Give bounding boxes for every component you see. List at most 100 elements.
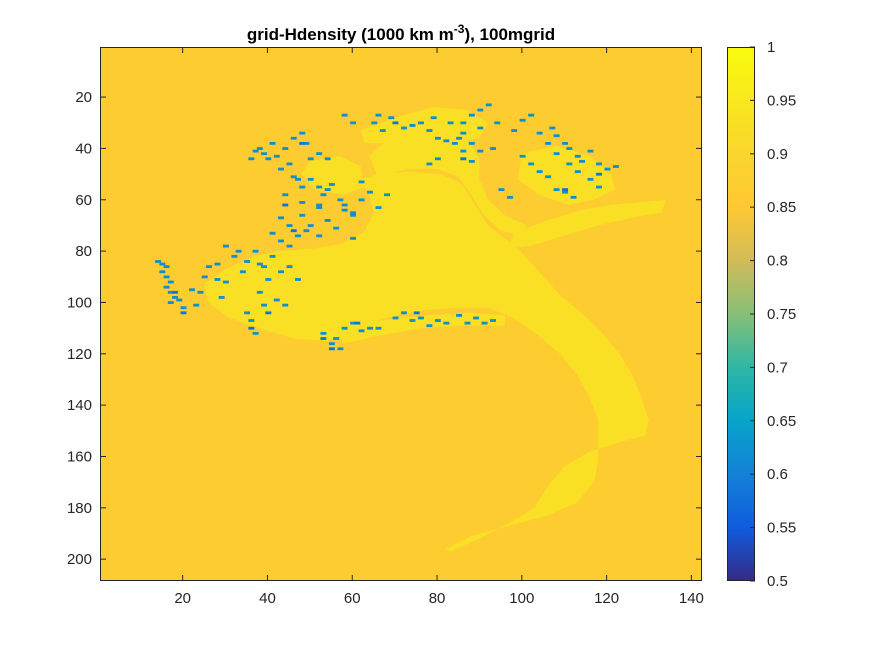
heatmap-cell <box>316 185 323 189</box>
colorbar-tick-label: 0.55 <box>767 520 796 537</box>
heatmap-cell <box>193 303 200 307</box>
heatmap-cell <box>328 183 335 186</box>
heatmap-cell <box>256 262 263 266</box>
colorbar: 0.5 0.55 0.6 0.65 0.7 0.75 0.8 0.85 0.9 0.95 1 <box>727 39 796 590</box>
heatmap-cell <box>485 103 492 107</box>
x-tick-label: 100 <box>509 590 534 607</box>
heatmap-cell <box>341 208 348 212</box>
heatmap-cell <box>562 190 569 194</box>
heatmap-cell <box>519 154 526 158</box>
heatmap-cell <box>604 167 611 171</box>
heatmap-cell <box>350 211 357 215</box>
heatmap-cell <box>545 141 552 145</box>
heatmap-cell <box>350 321 357 325</box>
heatmap-cell <box>286 162 293 166</box>
heatmap-cell <box>388 116 395 120</box>
heatmap-cell <box>299 201 306 204</box>
heatmap-cell <box>401 126 407 130</box>
chart-title-superscript: -3 <box>454 22 465 36</box>
heatmap-cell <box>222 280 229 284</box>
heatmap-cell <box>498 188 505 192</box>
heatmap-cell <box>273 298 280 302</box>
heatmap-cell <box>511 129 518 132</box>
x-tick-label: 120 <box>594 590 619 607</box>
heatmap-cell <box>218 296 225 299</box>
heatmap-cell <box>172 290 179 294</box>
heatmap-cell <box>337 198 344 202</box>
heatmap-cell <box>303 141 310 145</box>
heatmap-cell <box>244 311 251 315</box>
heatmap-cell <box>163 285 170 289</box>
colorbar-tick-label: 0.65 <box>767 413 796 430</box>
heatmap-cell <box>367 326 374 330</box>
heatmap-region-north-cap <box>360 107 488 144</box>
heatmap-cell <box>566 162 573 166</box>
heatmap-cell <box>371 121 378 125</box>
heatmap-cell <box>528 162 535 166</box>
heatmap-cell <box>468 113 475 117</box>
heatmap-cell <box>324 219 331 222</box>
heatmap-cell <box>295 278 301 281</box>
heatmap-cell <box>316 234 323 238</box>
heatmap-cell <box>172 296 179 299</box>
heatmap-cell <box>324 188 331 192</box>
heatmap-cell <box>278 270 284 274</box>
heatmap-cell <box>553 188 560 192</box>
heatmap-cell <box>384 193 390 197</box>
heatmap-cell <box>290 175 297 179</box>
heatmap-cell <box>163 265 170 269</box>
heatmap-cell <box>320 337 327 340</box>
heatmap-cell <box>477 149 484 153</box>
heatmap-cell <box>307 224 314 227</box>
heatmap-cell <box>282 203 289 207</box>
colorbar-tick-label: 0.6 <box>767 466 788 483</box>
heatmap-cell <box>401 311 407 315</box>
heatmap-cell <box>528 113 535 117</box>
heatmap-cell <box>490 319 496 322</box>
heatmap-cell <box>176 298 183 302</box>
heatmap-cell <box>481 321 488 325</box>
heatmap-cell <box>468 159 475 163</box>
heatmap-cell <box>201 275 208 279</box>
heatmap-cell <box>286 265 293 269</box>
heatmap-cell <box>167 280 174 284</box>
heatmap-cell <box>299 213 306 217</box>
heatmap-cell <box>596 185 602 189</box>
heatmap-cell <box>155 260 162 263</box>
y-tick-label: 100 <box>67 294 92 311</box>
heatmap-cell <box>587 149 594 153</box>
heatmap-cell <box>222 244 229 248</box>
heatmap-cell <box>574 154 581 158</box>
heatmap-cell <box>337 347 344 351</box>
x-tick-label: 80 <box>429 590 446 607</box>
x-tick-label: 60 <box>344 590 361 607</box>
colorbar-tick-label: 0.85 <box>767 199 796 216</box>
heatmap-cell <box>256 290 263 294</box>
heatmap-cell <box>159 270 166 274</box>
heatmap-low-value-pixels <box>155 103 619 351</box>
heatmap-cell <box>252 249 259 253</box>
heatmap-cell <box>587 177 594 181</box>
heatmap-cell <box>358 329 365 333</box>
heatmap-cell <box>299 185 306 189</box>
heatmap-cell <box>256 147 263 150</box>
colorbar-tick-label: 0.95 <box>767 92 796 109</box>
heatmap-region-south-tongue <box>335 312 505 344</box>
heatmap-cell <box>443 139 450 143</box>
heatmap-cell <box>299 141 306 145</box>
heatmap-cell <box>460 157 467 161</box>
heatmap-cell <box>426 324 433 328</box>
heatmap-cell <box>562 188 569 192</box>
heatmap-cell <box>299 131 306 135</box>
heatmap-cell <box>269 254 276 258</box>
heatmap-cell <box>417 316 424 320</box>
y-tick-label: 120 <box>67 346 92 363</box>
heatmap-cell <box>324 157 331 161</box>
heatmap-cell <box>574 170 581 174</box>
heatmap-cell <box>354 321 361 325</box>
y-tick-label: 20 <box>75 89 92 106</box>
heatmap-cell <box>430 116 437 120</box>
heatmap-cell <box>494 121 501 125</box>
colorbar-tick-label: 0.7 <box>767 359 788 376</box>
